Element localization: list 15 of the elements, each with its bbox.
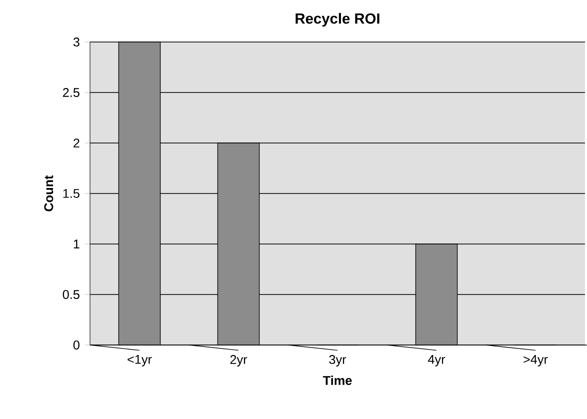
y-tick-label: 0 <box>73 340 80 350</box>
chart-title: Recycle ROI <box>296 12 380 27</box>
x-tick-label: 2yr <box>230 355 248 367</box>
y-tick-label: 2.5 <box>62 88 80 97</box>
x-tick-label: <1yr <box>128 355 152 366</box>
y-tick-label: 3 <box>73 38 80 46</box>
y-tick-label: 0.5 <box>62 290 80 299</box>
y-axis-title: Count <box>44 175 54 212</box>
y-tick-label: 1 <box>74 240 80 248</box>
y-tick-label: 2 <box>74 138 80 148</box>
y-tick-label: 1.5 <box>63 189 80 198</box>
x-axis-title: Time <box>322 376 352 385</box>
x-tick-label: >4yr <box>524 355 548 366</box>
x-tick-label: 4yr <box>428 355 446 366</box>
x-tick-label: 3yr <box>329 355 346 367</box>
